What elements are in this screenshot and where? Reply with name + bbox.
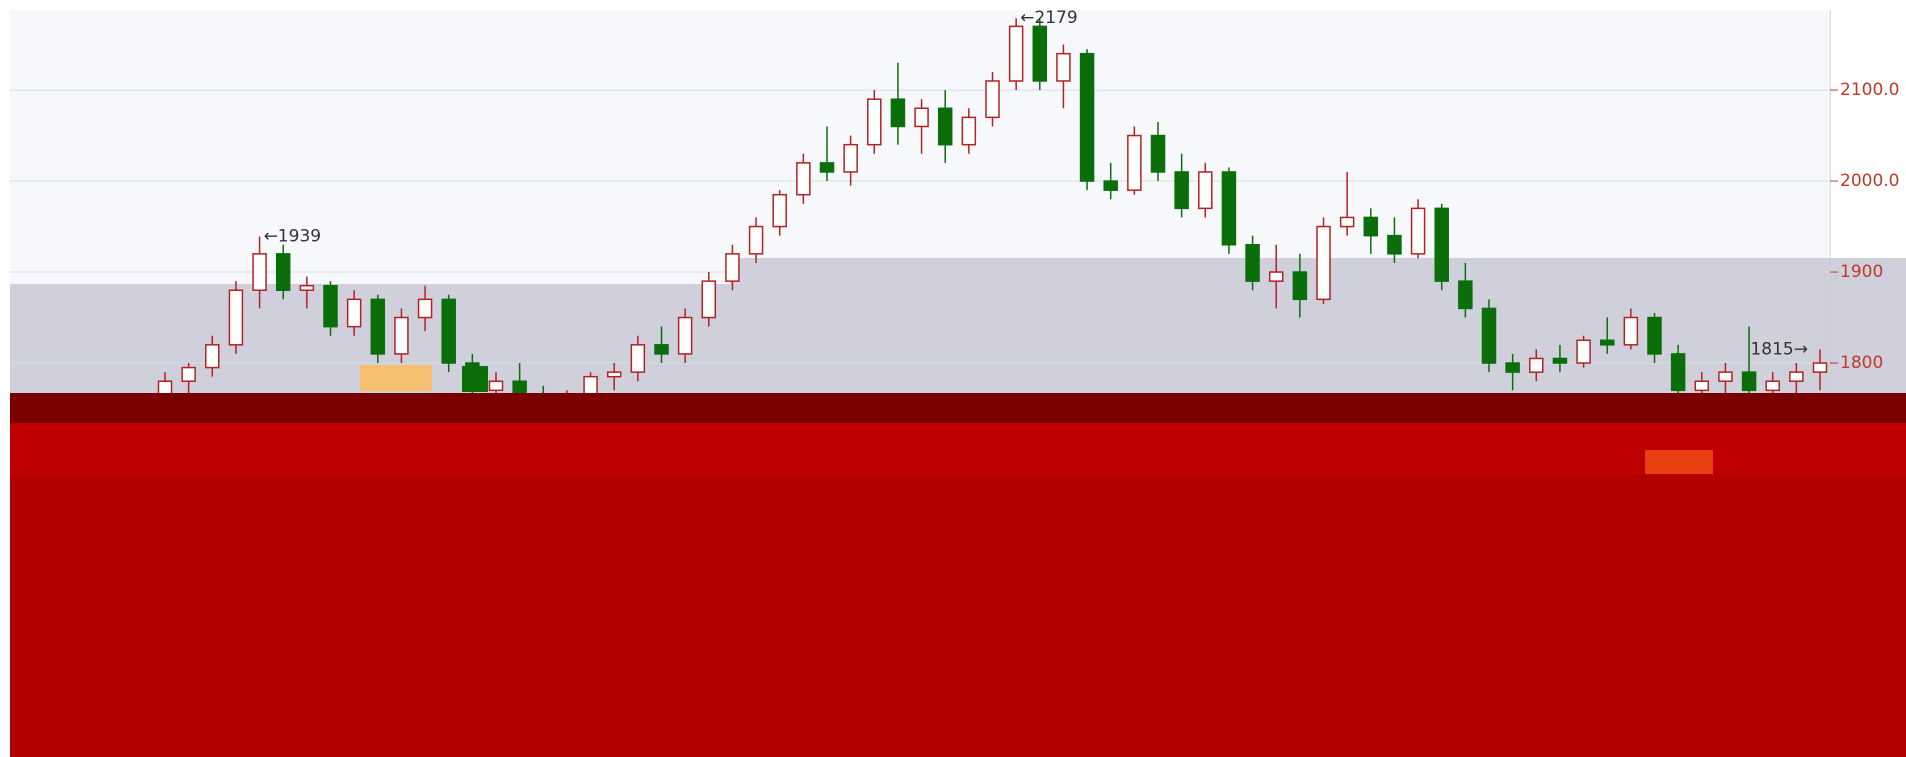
candle-body bbox=[1789, 371, 1804, 382]
candle-body bbox=[1599, 339, 1615, 346]
candle-body bbox=[1339, 216, 1355, 228]
candle-body bbox=[772, 193, 787, 228]
y-tick-label: 2100.0 bbox=[1840, 80, 1899, 100]
candle-body bbox=[1316, 225, 1331, 301]
candle-body bbox=[890, 98, 906, 128]
artifact bbox=[1645, 450, 1713, 474]
candle-body bbox=[1032, 25, 1048, 82]
candle-body bbox=[1268, 271, 1284, 282]
candle-body bbox=[323, 284, 338, 328]
y-tick-label: 2000.0 bbox=[1840, 171, 1899, 191]
candle-body bbox=[1623, 316, 1639, 346]
candle-body bbox=[1079, 52, 1095, 182]
candle-body bbox=[1292, 271, 1308, 301]
candle-body bbox=[228, 289, 244, 346]
red-block bbox=[10, 475, 1906, 757]
candle-body bbox=[299, 284, 315, 291]
candle-body bbox=[1174, 171, 1189, 210]
candle-body bbox=[181, 366, 196, 382]
candle-body bbox=[441, 298, 456, 364]
y-tick-label: 1800 bbox=[1840, 353, 1883, 373]
labels: 1800 1900 2000.0 2100.0 ←2179 ←1939 1815→ bbox=[264, 8, 1900, 373]
candle-body bbox=[1434, 207, 1449, 282]
candle-body bbox=[1008, 25, 1024, 82]
price-annotation: 1815→ bbox=[1750, 339, 1808, 359]
candle-body bbox=[1765, 380, 1780, 392]
candle-body bbox=[961, 116, 977, 146]
artifact bbox=[462, 366, 488, 392]
candle-body bbox=[394, 316, 409, 355]
candle-body bbox=[1552, 357, 1568, 364]
candle-body bbox=[867, 98, 882, 146]
candle-body bbox=[1812, 362, 1828, 373]
candle-body bbox=[1410, 207, 1426, 255]
candle-body bbox=[1221, 171, 1237, 246]
candle-body bbox=[1198, 171, 1213, 210]
red-band bbox=[10, 423, 1906, 475]
candle-body bbox=[914, 107, 929, 128]
candle-body bbox=[252, 253, 267, 291]
candle-body bbox=[1245, 244, 1260, 282]
candle-body bbox=[205, 344, 220, 369]
candle-body bbox=[606, 371, 622, 378]
candle-body bbox=[488, 380, 504, 392]
candle-body bbox=[1387, 234, 1402, 255]
candle-body bbox=[677, 316, 693, 355]
candle-body bbox=[701, 280, 717, 319]
candle-body bbox=[630, 344, 646, 373]
candle-body bbox=[985, 80, 1000, 119]
candle-body bbox=[725, 253, 740, 282]
price-annotation: ←1939 bbox=[264, 227, 322, 247]
candle-body bbox=[417, 298, 433, 319]
candle-body bbox=[796, 162, 811, 196]
candle-body bbox=[1458, 280, 1473, 310]
candle-body bbox=[748, 225, 764, 255]
price-annotation: ←2179 bbox=[1020, 8, 1078, 28]
candle-body bbox=[937, 107, 953, 146]
candle-body bbox=[1056, 52, 1071, 82]
candle-body bbox=[1103, 180, 1118, 191]
candle-body bbox=[1529, 357, 1544, 373]
candle-body bbox=[1741, 371, 1757, 392]
candle-body bbox=[1150, 134, 1166, 173]
candle-body bbox=[1481, 307, 1497, 364]
grid bbox=[10, 89, 1838, 364]
candle-body bbox=[1127, 134, 1142, 191]
candle-body bbox=[1670, 353, 1686, 392]
overlays bbox=[10, 365, 1906, 757]
dark-band bbox=[10, 393, 1906, 423]
candle-body bbox=[1363, 216, 1379, 237]
candle-body bbox=[1576, 339, 1591, 364]
candle-body bbox=[843, 143, 858, 173]
candle-body bbox=[819, 162, 835, 173]
candle-body bbox=[1718, 371, 1733, 382]
candle-body bbox=[346, 298, 362, 328]
artifact bbox=[360, 365, 432, 391]
candle-body bbox=[1694, 380, 1710, 392]
candle-body bbox=[654, 344, 669, 355]
candles bbox=[157, 18, 1828, 427]
candle-body bbox=[370, 298, 386, 355]
candle-body bbox=[1647, 316, 1662, 355]
candle-body bbox=[275, 253, 291, 291]
y-tick-label: 1900 bbox=[1840, 262, 1883, 282]
candle-body bbox=[1505, 362, 1520, 373]
